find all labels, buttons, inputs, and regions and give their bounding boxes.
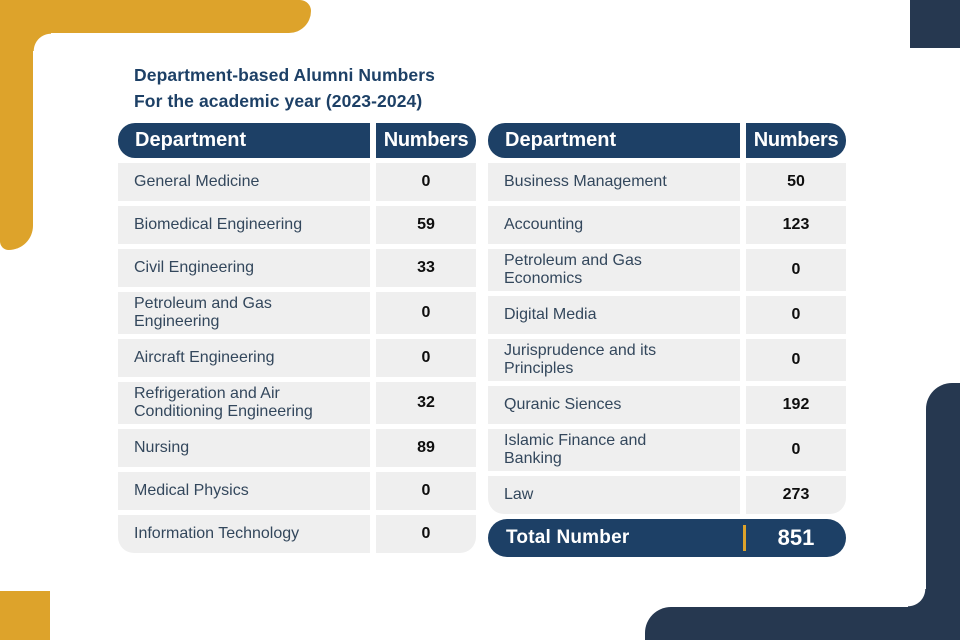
- corner-accent-top-left-horizontal: [0, 0, 311, 33]
- department-cell: Digital Media: [488, 296, 740, 334]
- table-row: Refrigeration and Air Conditioning Engin…: [118, 382, 476, 424]
- corner-accent-bottom-left-square: [0, 591, 50, 640]
- corner-accent-top-left-fillet: [33, 33, 51, 51]
- department-cell: Jurisprudence and its Principles: [488, 339, 740, 381]
- table-row: Medical Physics 0: [118, 472, 476, 510]
- department-cell: Quranic Siences: [488, 386, 740, 424]
- table-row: Digital Media 0: [488, 296, 846, 334]
- corner-accent-bottom-right-vertical: [926, 383, 960, 640]
- numbers-cell: 0: [746, 429, 846, 471]
- column-header-numbers: Numbers: [746, 123, 846, 158]
- alumni-table-left: Department Numbers General Medicine 0 Biom…: [118, 123, 476, 558]
- department-cell: Petroleum and Gas Engineering: [118, 292, 370, 334]
- table-row: Biomedical Engineering 59: [118, 206, 476, 244]
- corner-accent-bottom-right-horizontal: [645, 607, 960, 640]
- table-row: Jurisprudence and its Principles 0: [488, 339, 846, 381]
- total-label: Total Number: [506, 527, 630, 548]
- table-body: General Medicine 0 Biomedical Engineering 5…: [118, 163, 476, 558]
- total-row: Total Number 851: [488, 519, 846, 557]
- alumni-table-right: Department Numbers Business Management 50…: [488, 123, 846, 558]
- numbers-cell: 59: [376, 206, 476, 244]
- department-cell: Civil Engineering: [118, 249, 370, 287]
- table-row: Information Technology 0: [118, 515, 476, 553]
- page-title-line2: For the academic year (2023-2024): [134, 91, 423, 111]
- total-value: 851: [777, 525, 815, 550]
- corner-accent-top-left-vertical: [0, 0, 33, 250]
- column-header-department: Department: [118, 123, 370, 158]
- department-cell: Law: [488, 476, 740, 514]
- table-row: Civil Engineering 33: [118, 249, 476, 287]
- table-header: Department Numbers: [488, 123, 846, 158]
- numbers-cell: 89: [376, 429, 476, 467]
- numbers-cell: 0: [376, 472, 476, 510]
- numbers-cell: 0: [376, 339, 476, 377]
- numbers-cell: 0: [376, 163, 476, 201]
- department-cell: Islamic Finance and Banking: [488, 429, 740, 471]
- numbers-cell: 0: [746, 339, 846, 381]
- department-cell: Petroleum and Gas Economics: [488, 249, 740, 291]
- table-row: Petroleum and Gas Economics 0: [488, 249, 846, 291]
- department-cell: Nursing: [118, 429, 370, 467]
- department-cell: Refrigeration and Air Conditioning Engin…: [118, 382, 370, 424]
- department-cell: Medical Physics: [118, 472, 370, 510]
- numbers-cell: 32: [376, 382, 476, 424]
- corner-accent-bottom-right-fillet: [908, 589, 926, 607]
- table-row: Aircraft Engineering 0: [118, 339, 476, 377]
- table-header: Department Numbers: [118, 123, 476, 158]
- numbers-cell: 123: [746, 206, 846, 244]
- department-cell: Business Management: [488, 163, 740, 201]
- numbers-cell: 0: [746, 296, 846, 334]
- numbers-cell: 192: [746, 386, 846, 424]
- table-row: Business Management 50: [488, 163, 846, 201]
- column-header-department: Department: [488, 123, 740, 158]
- page-title-line1: Department-based Alumni Numbers: [134, 65, 435, 85]
- department-cell: Biomedical Engineering: [118, 206, 370, 244]
- department-cell: Accounting: [488, 206, 740, 244]
- department-cell: Information Technology: [118, 515, 370, 553]
- table-row: Nursing 89: [118, 429, 476, 467]
- department-cell: General Medicine: [118, 163, 370, 201]
- table-row: Quranic Siences 192: [488, 386, 846, 424]
- tables-container: Department Numbers General Medicine 0 Biom…: [118, 123, 846, 558]
- table-row: General Medicine 0: [118, 163, 476, 201]
- table-row: Accounting 123: [488, 206, 846, 244]
- numbers-cell: 50: [746, 163, 846, 201]
- page-title: Department-based Alumni Numbers For the …: [134, 62, 435, 114]
- department-cell: Aircraft Engineering: [118, 339, 370, 377]
- table-row: Petroleum and Gas Engineering 0: [118, 292, 476, 334]
- numbers-cell: 273: [746, 476, 846, 514]
- table-body: Business Management 50 Accounting 123 Petrol…: [488, 163, 846, 519]
- numbers-cell: 0: [376, 515, 476, 553]
- numbers-cell: 33: [376, 249, 476, 287]
- corner-accent-top-right-square: [910, 0, 960, 48]
- column-header-numbers: Numbers: [376, 123, 476, 158]
- numbers-cell: 0: [376, 292, 476, 334]
- table-row: Law 273: [488, 476, 846, 514]
- total-divider: [743, 525, 746, 551]
- table-row: Islamic Finance and Banking 0: [488, 429, 846, 471]
- numbers-cell: 0: [746, 249, 846, 291]
